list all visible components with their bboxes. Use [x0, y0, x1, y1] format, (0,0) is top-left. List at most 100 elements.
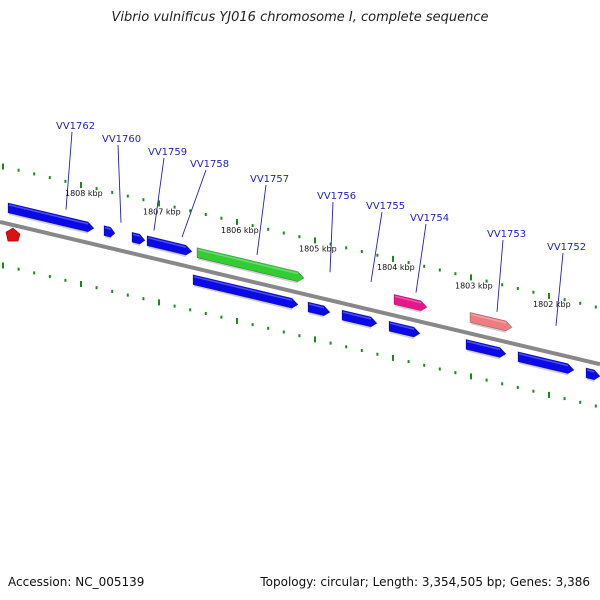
scale-label: 1803 kbp	[455, 282, 493, 291]
gene-vv1755	[341, 309, 378, 328]
inner-tick-mark	[360, 349, 363, 352]
gene-label-vv1757: VV1757	[250, 174, 289, 185]
gene-shine	[104, 226, 111, 230]
inner-tick-mark	[251, 323, 254, 327]
gene-vv1758	[146, 235, 193, 256]
inner-tick-mark	[267, 326, 270, 330]
outer-tick-mark	[80, 182, 82, 188]
gene-feature	[192, 274, 299, 309]
outer-tick-mark	[33, 172, 36, 176]
inner-tick-mark	[407, 360, 410, 364]
outer-tick-mark	[95, 187, 98, 191]
gene-leader-line	[117, 144, 122, 223]
genome-summary-text: Topology: circular; Length: 3,354,505 bp…	[260, 575, 590, 589]
scale-label: 1807 kbp	[143, 208, 181, 217]
outer-tick-mark	[516, 287, 519, 290]
outer-tick-mark	[376, 253, 379, 257]
outer-tick-mark	[548, 292, 550, 299]
outer-tick-mark	[173, 205, 176, 209]
outer-tick-mark	[470, 274, 472, 281]
inner-tick-mark	[454, 371, 457, 375]
outer-tick-mark	[360, 250, 363, 253]
outer-tick-mark	[407, 261, 410, 265]
inner-tick-mark	[392, 354, 394, 361]
gene-shadow	[586, 377, 595, 382]
inner-tick-mark	[111, 289, 114, 293]
outer-tick-mark	[392, 255, 394, 262]
inner-tick-mark	[204, 312, 207, 315]
inner-tick-mark	[126, 293, 129, 297]
outer-tick-mark	[282, 231, 285, 235]
inner-tick-mark	[376, 352, 379, 356]
inner-tick-mark	[563, 397, 566, 401]
tick-layer	[2, 163, 597, 408]
outer-tick-mark	[594, 305, 597, 309]
outer-tick-mark	[267, 227, 270, 231]
inner-tick-mark	[189, 308, 192, 312]
gene-shadow	[193, 284, 293, 311]
accession-text: Accession: NC_005139	[8, 575, 145, 589]
inner-tick-mark	[314, 336, 316, 343]
gene-label-vv1752: VV1752	[547, 242, 586, 253]
gene-shine	[197, 248, 299, 275]
outer-tick-mark	[438, 268, 441, 272]
gene-leader-line	[555, 252, 564, 326]
gene-feature	[585, 367, 600, 381]
gene-shine	[518, 353, 569, 367]
gene-shine	[394, 295, 422, 304]
gene-vv1756	[307, 301, 331, 317]
inner-tick-mark	[298, 334, 301, 338]
outer-tick-mark	[485, 279, 488, 283]
gene-shine	[193, 275, 293, 301]
gene-vv1754	[393, 294, 428, 312]
outer-tick-mark	[501, 283, 504, 287]
scale-label: 1806 kbp	[221, 226, 259, 235]
inner-tick-mark	[48, 275, 51, 279]
gene-label-vv1753: VV1753	[487, 229, 526, 240]
inner-tick-mark	[80, 281, 82, 287]
gene-vv1752	[517, 351, 575, 374]
gene-shadow	[394, 304, 422, 313]
gene-shine	[132, 233, 140, 237]
inner-tick-mark	[2, 262, 4, 269]
gene-shadow	[342, 320, 372, 329]
outer-tick-mark	[111, 190, 114, 194]
inner-tick-mark	[516, 386, 519, 389]
outer-tick-mark	[142, 198, 145, 202]
gene-shine	[389, 322, 415, 330]
gene-shine	[8, 204, 89, 225]
gene-shadow	[518, 361, 569, 376]
inner-tick-mark	[548, 391, 550, 398]
gene-leader-line	[153, 157, 165, 231]
gene-leader-line	[370, 211, 383, 282]
scale-label: 1805 kbp	[299, 245, 337, 254]
gene-label-vv1756: VV1756	[317, 191, 356, 202]
gene-shadow	[389, 331, 415, 340]
inner-tick-mark	[282, 330, 285, 334]
outer-tick-mark	[298, 235, 301, 239]
gene-shadow	[104, 235, 111, 240]
outer-tick-mark	[251, 224, 254, 228]
inner-tick-mark	[579, 400, 582, 404]
gene-vv1757	[196, 247, 305, 282]
inner-tick-mark	[532, 389, 535, 393]
outer-tick-mark	[579, 301, 582, 305]
gene-vv1753	[469, 312, 513, 332]
gene-label-vv1758: VV1758	[190, 159, 229, 170]
inner-tick-mark	[438, 367, 441, 371]
inner-tick-mark	[501, 382, 504, 386]
gene-label-vv1755: VV1755	[366, 201, 405, 212]
gene-label-vv1754: VV1754	[410, 213, 449, 224]
outer-tick-mark	[204, 213, 207, 216]
gene-leader-line	[496, 239, 504, 312]
gene-feature	[465, 339, 507, 358]
gene-shine	[147, 237, 187, 248]
outer-tick-mark	[532, 290, 535, 294]
gene-leader-line	[65, 131, 73, 210]
inner-tick-mark	[470, 373, 472, 380]
gene-shine	[342, 311, 372, 320]
inner-tick-mark	[95, 286, 98, 290]
gene-shadow	[147, 245, 187, 258]
chromosome-backbone	[0, 220, 600, 367]
